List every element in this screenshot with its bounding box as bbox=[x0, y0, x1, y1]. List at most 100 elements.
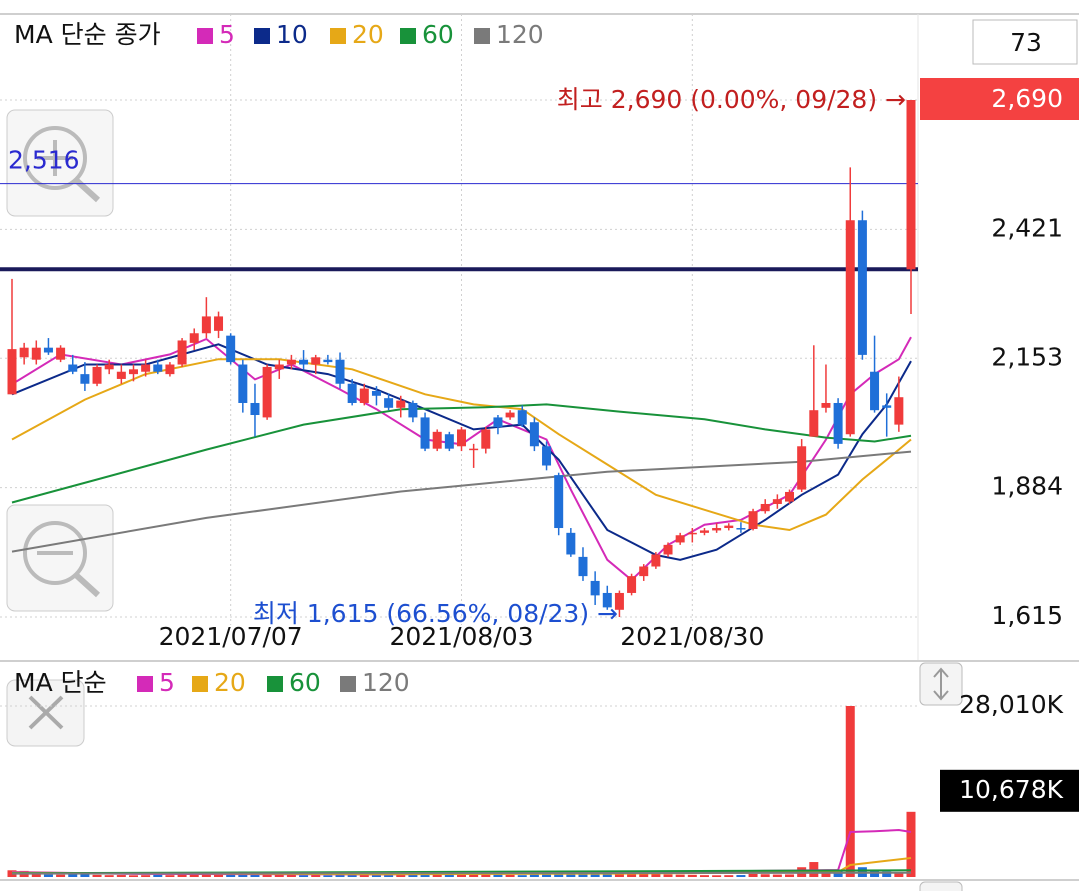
volume-bar bbox=[420, 873, 430, 877]
last-volume-box bbox=[940, 769, 1079, 812]
volume-bar bbox=[189, 873, 199, 877]
legend-label: 60 bbox=[422, 20, 454, 49]
candle-body bbox=[542, 446, 552, 466]
resize-button[interactable] bbox=[919, 881, 963, 895]
volume-bar bbox=[80, 873, 90, 877]
volume-bar bbox=[639, 873, 649, 877]
volume-bar bbox=[274, 874, 284, 877]
candle-body bbox=[201, 316, 211, 334]
close-pane-button[interactable] bbox=[6, 679, 85, 747]
candle-body bbox=[286, 359, 296, 365]
candle-body bbox=[457, 429, 466, 447]
candle-body bbox=[894, 397, 904, 425]
candle-body bbox=[7, 349, 17, 395]
candle-body bbox=[31, 347, 41, 360]
candle-body bbox=[712, 528, 722, 531]
candle-body bbox=[481, 429, 491, 449]
volume-bar bbox=[165, 875, 175, 877]
volume-bar bbox=[177, 874, 187, 877]
current-price-label: 2,690 bbox=[991, 84, 1063, 113]
candle-body bbox=[663, 544, 673, 555]
candle-body bbox=[651, 554, 661, 567]
volume-bar bbox=[493, 874, 503, 877]
legend-swatch bbox=[330, 28, 346, 44]
candle-body bbox=[80, 374, 90, 384]
volume-bar bbox=[469, 874, 479, 877]
x-tick-label: 2021/07/07 bbox=[159, 622, 303, 651]
legend-swatch bbox=[474, 28, 490, 44]
volume-bar bbox=[323, 875, 333, 877]
volume-bar bbox=[481, 874, 491, 877]
volume-bar bbox=[699, 875, 709, 877]
candle-body bbox=[882, 405, 892, 408]
candle-body bbox=[870, 371, 880, 411]
volume-bar bbox=[299, 875, 309, 877]
candle-body bbox=[724, 525, 734, 529]
volume-bar bbox=[43, 874, 53, 877]
candle-body bbox=[128, 369, 138, 375]
legend-swatch bbox=[197, 28, 213, 44]
candle-body bbox=[68, 364, 78, 372]
volume-bar bbox=[68, 873, 78, 877]
candle-body bbox=[262, 366, 272, 418]
legend-swatch bbox=[267, 676, 283, 692]
volume-bar bbox=[724, 875, 734, 877]
low-annotation: 최저 1,615 (66.56%, 08/23) → bbox=[253, 599, 618, 628]
volume-bar bbox=[651, 873, 661, 877]
zoom-in-button[interactable] bbox=[6, 109, 114, 217]
volume-bar bbox=[845, 706, 855, 877]
candle-body bbox=[444, 434, 454, 449]
volume-bar bbox=[56, 874, 66, 877]
volume-bar bbox=[347, 873, 357, 877]
candle-body bbox=[43, 347, 53, 353]
period-count: 73 bbox=[1010, 28, 1042, 57]
volume-bar bbox=[748, 873, 758, 877]
legend-label: 5 bbox=[219, 20, 235, 49]
volume-bar bbox=[153, 874, 163, 877]
ma-line bbox=[11, 336, 912, 582]
candle-body bbox=[226, 335, 236, 363]
legend-swatch bbox=[137, 676, 153, 692]
volume-bar bbox=[396, 874, 406, 877]
volume-bar bbox=[627, 872, 637, 877]
candle-body bbox=[311, 357, 321, 365]
candle-body bbox=[347, 383, 357, 403]
volume-bar bbox=[444, 874, 454, 877]
legend-swatch bbox=[254, 28, 270, 44]
volume-bar bbox=[104, 875, 114, 877]
candle-body bbox=[614, 592, 624, 610]
legend-label: 10 bbox=[276, 20, 308, 49]
legend-swatch bbox=[192, 676, 208, 692]
candle-body bbox=[92, 366, 102, 384]
volume-bar bbox=[311, 875, 321, 877]
zoom-out-button[interactable] bbox=[6, 504, 114, 612]
last-volume-label: 10,678K bbox=[959, 775, 1063, 804]
candle-body bbox=[359, 388, 369, 403]
candle-body bbox=[335, 359, 345, 384]
candle-body bbox=[408, 402, 418, 418]
candle-body bbox=[177, 340, 187, 365]
candle-body bbox=[578, 556, 588, 577]
candle-body bbox=[19, 347, 29, 358]
candle-body bbox=[821, 402, 831, 408]
candle-body bbox=[906, 100, 916, 270]
candle-body bbox=[772, 499, 782, 504]
candle-body bbox=[371, 390, 381, 396]
resize-button[interactable] bbox=[919, 662, 963, 706]
period-box[interactable] bbox=[972, 19, 1078, 65]
ma-line bbox=[11, 403, 912, 504]
volume-bar bbox=[31, 874, 41, 877]
legend-label: 120 bbox=[362, 668, 410, 697]
volume-bar bbox=[760, 874, 770, 877]
candle-body bbox=[299, 359, 309, 365]
legend-label: 60 bbox=[289, 668, 321, 697]
candle-body bbox=[250, 402, 260, 416]
high-annotation: 최고 2,690 (0.00%, 09/28) → bbox=[557, 85, 906, 114]
candle-body bbox=[760, 503, 770, 512]
candle-body bbox=[833, 402, 843, 444]
volume-bar bbox=[92, 874, 102, 877]
volume-bar bbox=[712, 875, 722, 877]
candle-body bbox=[384, 398, 394, 408]
